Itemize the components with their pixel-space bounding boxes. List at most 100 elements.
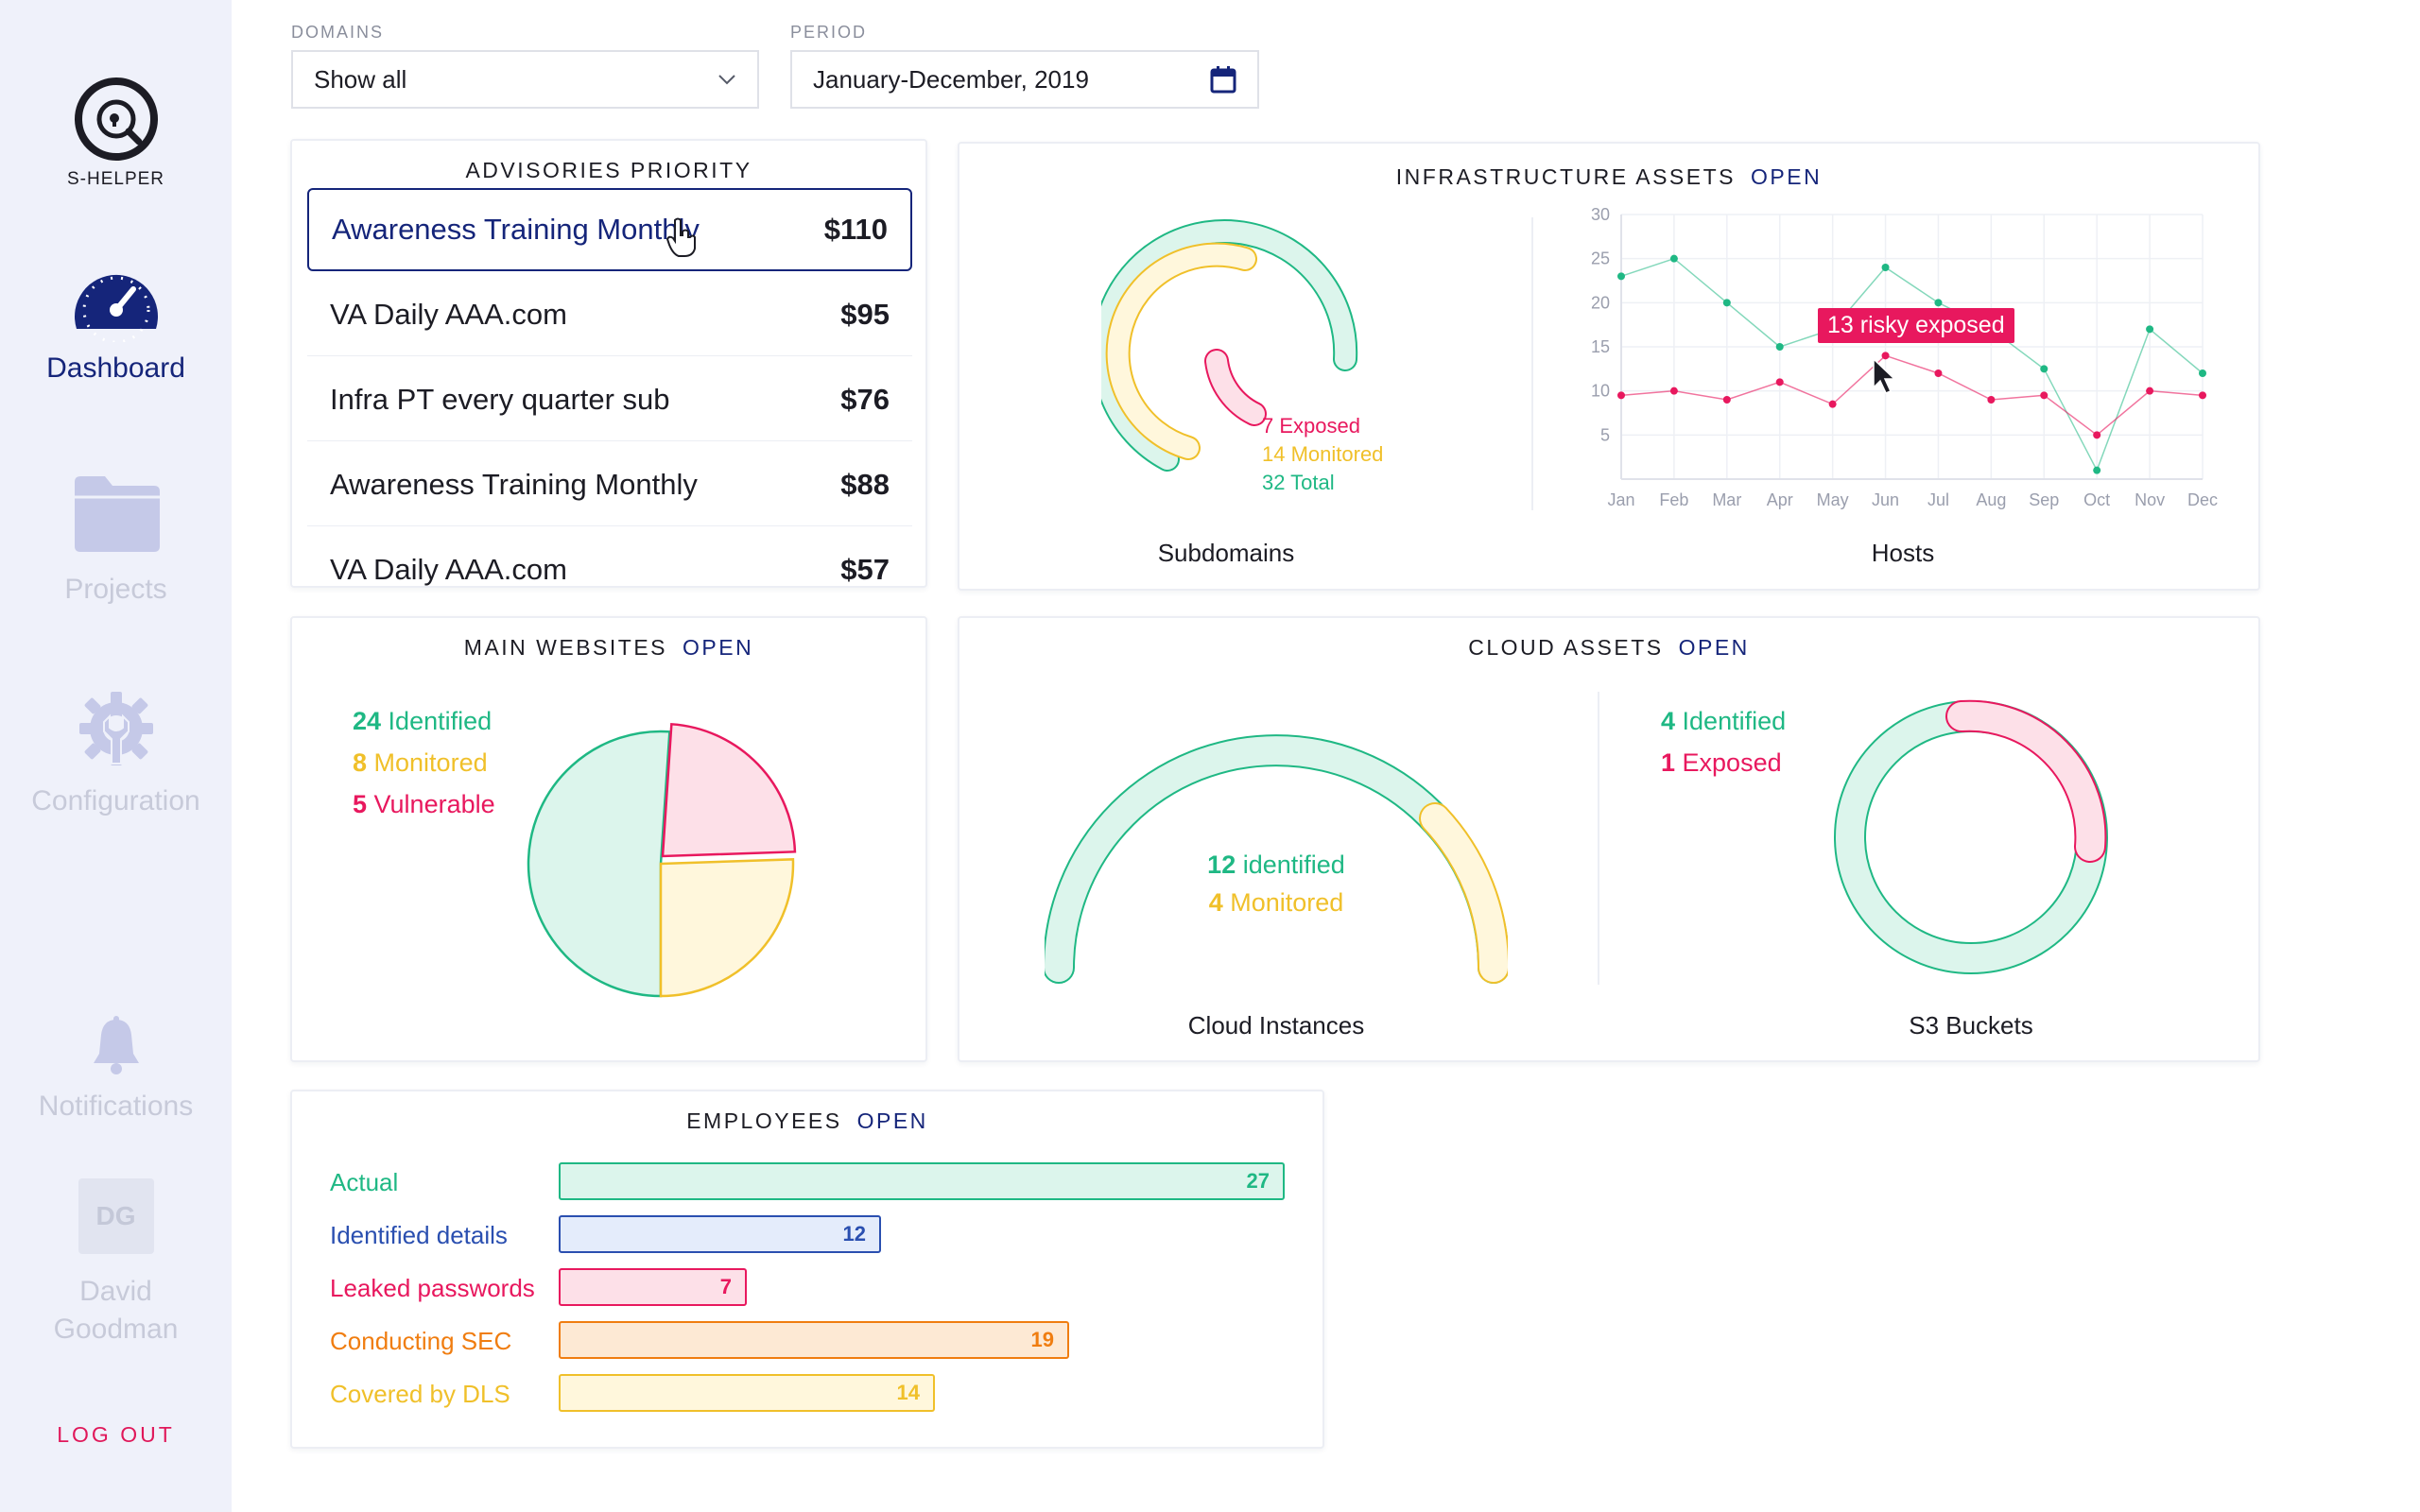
s3-buckets-caption: S3 Buckets (1909, 1011, 2033, 1040)
x-tick-label: Jul (1927, 490, 1949, 509)
bell-icon (93, 1016, 139, 1074)
data-point-exposed[interactable] (2040, 391, 2048, 400)
main-websites-open-link[interactable]: OPEN (683, 635, 754, 660)
sidebar: S-HELPER Dashboard Projects (0, 0, 232, 1512)
x-tick-label: Nov (2135, 490, 2165, 509)
advisory-row[interactable]: VA Daily AAA.com $95 (307, 273, 912, 356)
brand-logo[interactable]: S-HELPER (0, 74, 232, 190)
arrow-cursor-icon (1873, 357, 1896, 394)
pie-slice-vulnerable[interactable] (661, 722, 797, 858)
x-tick-label: Jan (1607, 490, 1634, 509)
buckets-identified-text: Identified (1675, 707, 1787, 735)
data-point-total[interactable] (1669, 254, 1678, 263)
speedometer-icon (74, 274, 158, 344)
chevron-down-icon (718, 75, 735, 85)
period-label: PERIOD (790, 23, 868, 42)
websites-monitored-count: 8 (353, 748, 368, 777)
domains-select[interactable]: Show all (291, 50, 759, 109)
x-tick-label: Feb (1659, 490, 1688, 509)
advisory-row[interactable]: Infra PT every quarter sub $76 (307, 358, 912, 441)
data-point-total[interactable] (1881, 264, 1890, 271)
user-first-name: David (79, 1276, 152, 1307)
data-point-total[interactable] (2093, 466, 2101, 474)
folder-icon (74, 476, 160, 552)
series-line-exposed (1620, 354, 2204, 437)
employees-title: EMPLOYEES OPEN (292, 1108, 1322, 1134)
data-point-total[interactable] (1775, 343, 1784, 351)
buckets-identified-legend: 4 Identified (1661, 707, 1786, 736)
cloud-title: CLOUD ASSETS OPEN (959, 635, 2258, 661)
subdomains-monitored-label: 14 Monitored (1262, 442, 1384, 466)
advisory-row[interactable]: Awareness Training Monthly $88 (307, 443, 912, 526)
advisory-row[interactable]: VA Daily AAA.com $57 (307, 528, 912, 586)
data-point-exposed[interactable] (1987, 396, 1996, 404)
employee-bar[interactable]: 27 (559, 1162, 1285, 1200)
advisory-name: Awareness Training Monthly (332, 213, 700, 246)
calendar-icon[interactable] (1210, 65, 1236, 94)
employee-bar[interactable]: 19 (559, 1321, 1069, 1359)
data-point-exposed[interactable] (1828, 400, 1837, 408)
data-point-exposed[interactable] (1722, 396, 1731, 404)
data-point-exposed[interactable] (2146, 387, 2154, 395)
data-point-total[interactable] (2040, 365, 2048, 373)
data-point-total[interactable] (1617, 272, 1625, 281)
sidebar-item-notifications[interactable]: Notifications (0, 1016, 232, 1123)
hand-cursor-icon (666, 217, 696, 257)
employee-bar[interactable]: 14 (559, 1374, 935, 1412)
advisories-title: ADVISORIES PRIORITY (465, 158, 752, 182)
series-line-total (1620, 257, 2204, 472)
logout-button[interactable]: LOG OUT (57, 1422, 175, 1447)
subdomains-total-label: 32 Total (1262, 471, 1335, 494)
data-point-exposed[interactable] (1617, 391, 1625, 400)
data-point-exposed[interactable] (1881, 352, 1890, 360)
employees-open-link[interactable]: OPEN (856, 1108, 928, 1133)
data-point-exposed[interactable] (1775, 378, 1784, 387)
y-tick-label: 10 (1591, 382, 1610, 401)
sidebar-item-dashboard[interactable]: Dashboard (0, 263, 232, 385)
websites-identified-legend: 24 Identified (353, 707, 492, 736)
infrastructure-title-text: INFRASTRUCTURE ASSETS (1395, 164, 1737, 189)
infrastructure-open-link[interactable]: OPEN (1751, 164, 1823, 189)
advisory-row[interactable]: Awareness Training Monthly $110 (307, 188, 912, 271)
x-tick-label: Mar (1712, 490, 1741, 509)
data-point-total[interactable] (1934, 299, 1943, 307)
data-point-total[interactable] (2199, 369, 2206, 377)
sidebar-item-projects[interactable]: Projects (0, 474, 232, 606)
employee-bar[interactable]: 7 (559, 1268, 747, 1306)
cloud-title-text: CLOUD ASSETS (1468, 635, 1664, 660)
divider (1598, 692, 1599, 985)
user-profile[interactable]: DG David Goodman (0, 1178, 232, 1349)
pie-slice-monitored[interactable] (659, 858, 795, 998)
data-point-total[interactable] (2146, 325, 2154, 334)
y-tick-label: 15 (1591, 337, 1610, 356)
advisory-name: Infra PT every quarter sub (330, 382, 670, 416)
brand-name: S-HELPER (66, 169, 165, 189)
data-point-exposed[interactable] (1934, 369, 1943, 377)
x-tick-label: May (1817, 490, 1849, 509)
period-picker[interactable]: January-December, 2019 (790, 50, 1259, 109)
data-point-exposed[interactable] (1669, 387, 1678, 395)
websites-identified-text: Identified (381, 707, 493, 735)
cloud-open-link[interactable]: OPEN (1678, 635, 1750, 660)
buckets-exposed-count: 1 (1661, 748, 1676, 777)
data-point-exposed[interactable] (2199, 391, 2206, 400)
websites-identified-count: 24 (353, 707, 382, 735)
data-point-total[interactable] (1722, 299, 1731, 307)
y-tick-label: 20 (1591, 293, 1610, 312)
avatar: DG (78, 1178, 154, 1254)
employees-title-text: EMPLOYEES (686, 1108, 842, 1133)
sidebar-item-configuration[interactable]: Configuration (0, 688, 232, 817)
websites-vulnerable-text: Vulnerable (367, 790, 495, 818)
advisory-name: VA Daily AAA.com (330, 297, 567, 331)
websites-monitored-legend: 8 Monitored (353, 748, 488, 778)
advisory-price: $76 (840, 382, 890, 416)
user-last-name: Goodman (53, 1314, 179, 1345)
main-websites-card: MAIN WEBSITES OPEN 24 Identified 8 Monito… (290, 616, 927, 1062)
websites-vulnerable-count: 5 (353, 790, 368, 818)
x-tick-label: Oct (2083, 490, 2110, 509)
data-point-exposed[interactable] (2093, 431, 2101, 439)
subdomains-radial-chart (1101, 219, 1358, 472)
employee-bar[interactable]: 12 (559, 1215, 881, 1253)
buckets-identified-count: 4 (1661, 707, 1676, 735)
pie-slice-identified[interactable] (527, 730, 671, 998)
